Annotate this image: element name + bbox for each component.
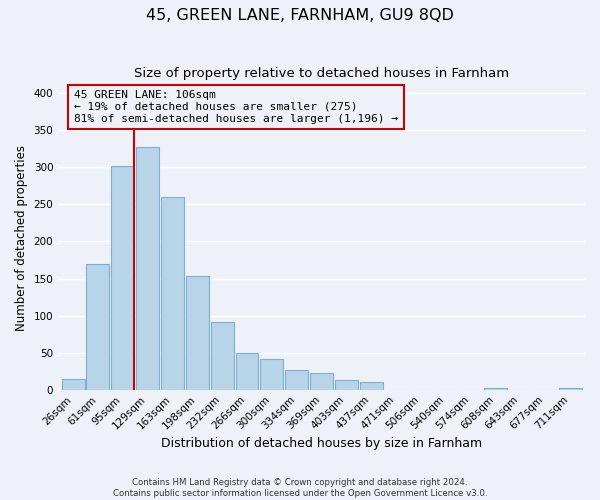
Bar <box>186 276 209 390</box>
Text: 45, GREEN LANE, FARNHAM, GU9 8QD: 45, GREEN LANE, FARNHAM, GU9 8QD <box>146 8 454 22</box>
Bar <box>260 358 283 390</box>
Text: 45 GREEN LANE: 106sqm
← 19% of detached houses are smaller (275)
81% of semi-det: 45 GREEN LANE: 106sqm ← 19% of detached … <box>74 90 398 124</box>
Bar <box>559 388 581 390</box>
Bar <box>286 370 308 390</box>
Bar <box>112 166 134 390</box>
Bar <box>86 264 109 390</box>
Text: Contains HM Land Registry data © Crown copyright and database right 2024.
Contai: Contains HM Land Registry data © Crown c… <box>113 478 487 498</box>
Bar <box>335 380 358 390</box>
Bar <box>236 352 259 390</box>
Bar <box>62 378 85 390</box>
Bar <box>211 322 233 390</box>
Bar <box>161 197 184 390</box>
Bar <box>360 382 383 390</box>
Bar <box>484 388 507 390</box>
Bar <box>310 372 333 390</box>
Title: Size of property relative to detached houses in Farnham: Size of property relative to detached ho… <box>134 68 509 80</box>
Bar <box>136 146 159 390</box>
Y-axis label: Number of detached properties: Number of detached properties <box>15 145 28 331</box>
X-axis label: Distribution of detached houses by size in Farnham: Distribution of detached houses by size … <box>161 437 482 450</box>
